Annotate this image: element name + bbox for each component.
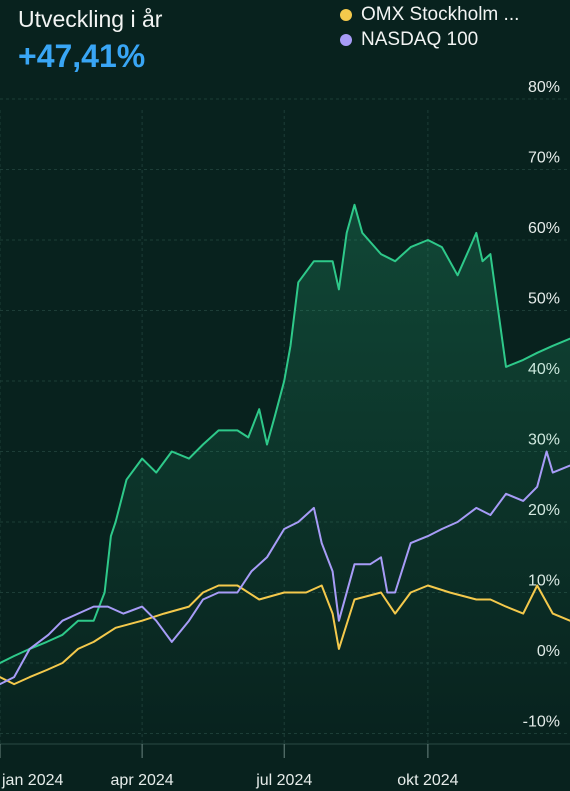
y-tick-label: 80% <box>528 79 560 96</box>
x-tick-label: apr 2024 <box>111 772 174 789</box>
y-tick-label: 70% <box>528 150 560 167</box>
legend-dot-icon <box>340 8 352 21</box>
legend-label-nasdaq: NASDAQ 100 <box>361 28 479 50</box>
series-lines <box>0 203 570 686</box>
x-tick-label: jul 2024 <box>255 772 312 789</box>
series-line-main <box>0 203 570 664</box>
y-tick-label: 60% <box>528 220 560 237</box>
legend-label-omx: OMX Stockholm ... <box>361 3 520 25</box>
ytd-return-value: +47,41% <box>18 38 146 74</box>
legend-item-nasdaq[interactable]: NASDAQ 100 <box>340 27 519 52</box>
y-tick-label: 50% <box>528 291 560 308</box>
legend: OMX Stockholm ... NASDAQ 100 <box>340 2 519 52</box>
x-tick-label: okt 2024 <box>397 772 458 789</box>
legend-dot-icon <box>340 33 352 46</box>
x-tick-label: jan 2024 <box>1 772 63 789</box>
legend-item-omx[interactable]: OMX Stockholm ... <box>340 2 519 27</box>
x-axis-tick-labels: jan 2024 apr 2024 jul 2024 okt 2024 <box>1 772 459 789</box>
chart-title: Utveckling i år <box>18 6 163 32</box>
main-series-area-fill <box>0 204 570 745</box>
